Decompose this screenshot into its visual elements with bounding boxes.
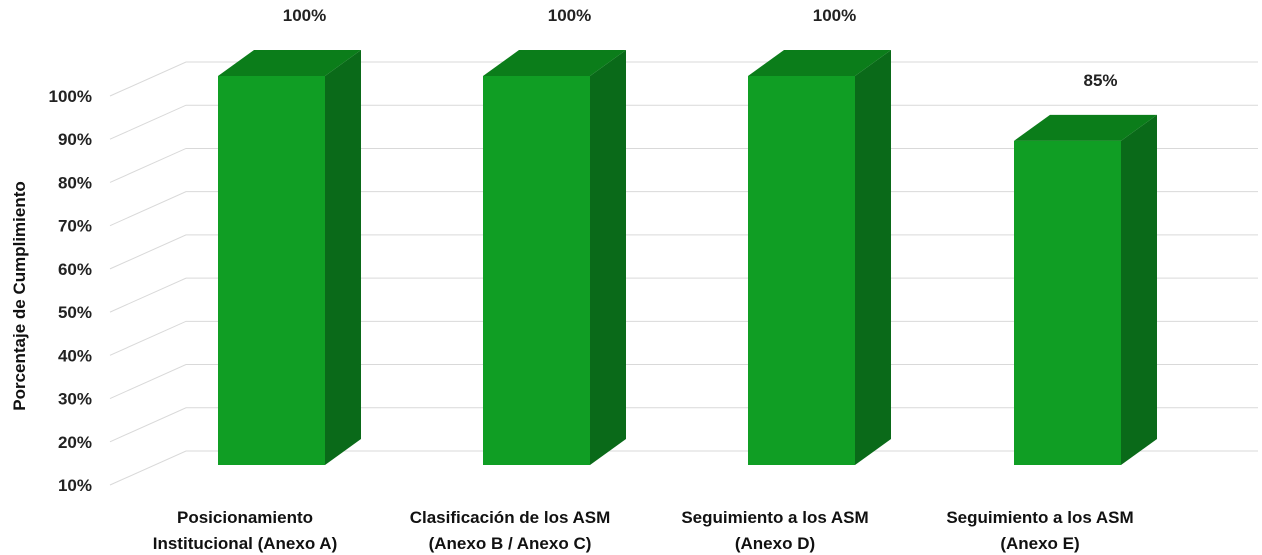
bars bbox=[218, 50, 1157, 466]
bar bbox=[748, 50, 891, 465]
gridline bbox=[109, 147, 1258, 183]
gridline bbox=[109, 364, 1258, 400]
data-label: 100% bbox=[548, 6, 591, 25]
category-labels: Posicionamiento Institucional (Anexo A) Cl… bbox=[153, 508, 1134, 553]
bar bbox=[1014, 114, 1157, 466]
x-category-label: Posicionamiento Institucional (Anexo A) bbox=[153, 508, 338, 553]
bar-top-face bbox=[1014, 114, 1157, 141]
bar-top-face bbox=[748, 50, 891, 76]
gridlines bbox=[109, 61, 1258, 486]
gridline bbox=[109, 234, 1258, 270]
bar bbox=[483, 50, 626, 465]
gridline bbox=[109, 61, 1258, 97]
gridline bbox=[109, 104, 1258, 140]
x-category-label: Clasificación de los ASM (Anexo B / Anexo… bbox=[410, 508, 611, 553]
gridline bbox=[109, 320, 1258, 356]
bar-side-face bbox=[590, 50, 626, 465]
bar-front-face bbox=[748, 76, 855, 465]
bar-front-face bbox=[218, 76, 325, 465]
y-tick-label: 30% bbox=[58, 390, 92, 409]
y-tick-label: 50% bbox=[58, 303, 92, 322]
x-category-label: Seguimiento a los ASM (Anexo D) bbox=[681, 508, 868, 553]
bar-top-face bbox=[483, 50, 626, 76]
x-category-label: Seguimiento a los ASM (Anexo E) bbox=[946, 508, 1133, 553]
y-tick-label: 60% bbox=[58, 260, 92, 279]
bar-side-face bbox=[325, 50, 361, 465]
bar-front-face bbox=[1014, 140, 1121, 466]
y-tick-label: 80% bbox=[58, 173, 92, 192]
y-tick-label: 90% bbox=[58, 130, 92, 149]
data-label: 100% bbox=[813, 6, 856, 25]
data-labels: 100% 100% 100% 85% bbox=[283, 6, 1118, 90]
data-label: 85% bbox=[1083, 71, 1117, 90]
gridline bbox=[109, 191, 1258, 227]
bar-front-face bbox=[483, 76, 590, 465]
bar-side-face bbox=[855, 50, 891, 465]
bar-top-face bbox=[218, 50, 361, 76]
gridline bbox=[109, 407, 1258, 443]
y-tick-label: 10% bbox=[58, 476, 92, 495]
y-tick-label: 20% bbox=[58, 433, 92, 452]
y-tick-label: 100% bbox=[49, 87, 92, 106]
y-axis-ticks: 10% 20% 30% 40% 50% 60% 70% 80% 90% 100% bbox=[49, 87, 92, 495]
gridline bbox=[109, 450, 1258, 486]
bar bbox=[218, 50, 361, 465]
y-tick-label: 40% bbox=[58, 346, 92, 365]
data-label: 100% bbox=[283, 6, 326, 25]
gridline bbox=[109, 277, 1258, 313]
y-tick-label: 70% bbox=[58, 217, 92, 236]
bar-side-face bbox=[1121, 114, 1157, 465]
y-axis-label: Porcentaje de Cumplimiento bbox=[10, 181, 29, 411]
